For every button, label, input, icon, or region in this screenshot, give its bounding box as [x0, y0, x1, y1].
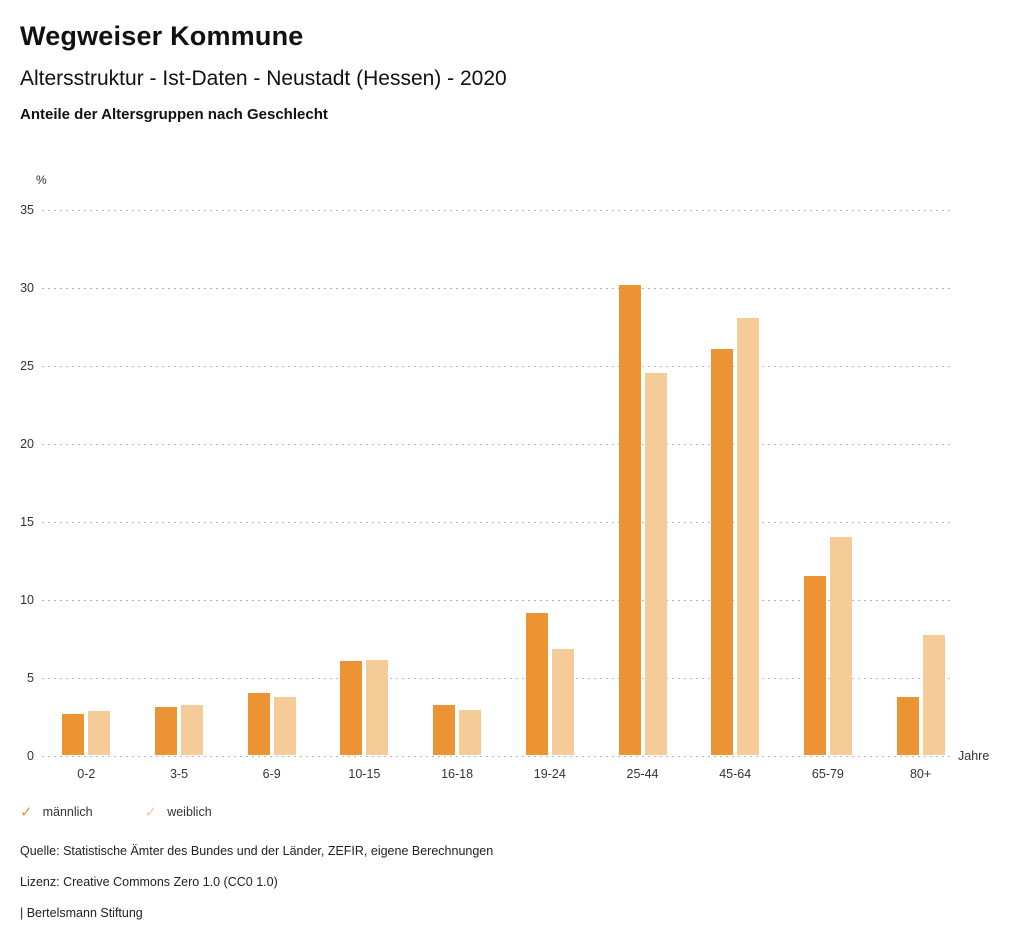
x-axis-tick-16-18: 16-18	[441, 767, 474, 781]
bar-weiblich-25-44[interactable]	[644, 372, 667, 755]
bar-weiblich-3-5[interactable]	[181, 705, 203, 755]
bar-weiblich-80+[interactable]	[922, 634, 945, 755]
y-axis-tick-0: 0	[27, 749, 34, 763]
bar-maennlich-80+[interactable]	[896, 697, 919, 755]
bar-weiblich-10-15[interactable]	[366, 659, 389, 755]
x-axis-tick-45-64: 45-64	[719, 767, 752, 781]
legend-label: männlich	[42, 805, 93, 819]
gridline-0	[42, 756, 950, 757]
legend-label: weiblich	[167, 805, 212, 819]
y-axis-tick-25: 25	[20, 359, 34, 373]
gridline-20	[42, 444, 950, 445]
attribution-note: | Bertelsmann Stiftung	[20, 906, 143, 920]
y-axis-tick-20: 20	[20, 437, 34, 451]
y-axis-tick-35: 35	[20, 203, 34, 217]
bar-weiblich-65-79[interactable]	[829, 536, 852, 755]
checkmark-icon: ✓	[144, 804, 158, 821]
gridline-10	[42, 600, 950, 601]
gridline-15	[42, 522, 950, 523]
source-note: Quelle: Statistische Ämter des Bundes un…	[20, 844, 494, 858]
legend-item-weiblich[interactable]: ✓ weiblich	[145, 803, 212, 821]
bar-weiblich-16-18[interactable]	[459, 709, 482, 755]
y-axis-tick-30: 30	[20, 281, 34, 295]
chart-legend: ✓ männlich ✓ weiblich	[20, 803, 212, 821]
bar-maennlich-3-5[interactable]	[155, 706, 177, 755]
x-axis-label: Jahre	[958, 749, 990, 763]
x-axis-tick-19-24: 19-24	[533, 767, 566, 781]
y-axis-tick-15: 15	[20, 515, 34, 529]
y-axis-tick-5: 5	[27, 671, 34, 685]
bar-weiblich-6-9[interactable]	[273, 697, 296, 755]
bar-weiblich-0-2[interactable]	[88, 711, 111, 755]
x-axis-tick-10-15: 10-15	[348, 767, 381, 781]
chart-heading: Anteile der Altersgruppen nach Geschlech…	[20, 106, 328, 123]
x-axis-tick-0-2: 0-2	[77, 767, 96, 781]
bar-maennlich-19-24[interactable]	[525, 613, 548, 755]
bar-maennlich-16-18[interactable]	[433, 705, 456, 755]
gridline-25	[42, 366, 950, 367]
bar-maennlich-6-9[interactable]	[247, 692, 270, 755]
gridline-5	[42, 678, 950, 679]
bar-maennlich-25-44[interactable]	[618, 285, 641, 755]
bar-weiblich-45-64[interactable]	[737, 318, 760, 755]
x-axis-tick-80+: 80+	[909, 767, 932, 781]
x-axis-tick-3-5: 3-5	[169, 767, 189, 781]
gridline-30	[42, 288, 950, 289]
chart-subtitle: Altersstruktur - Ist-Daten - Neustadt (H…	[20, 67, 507, 90]
bar-weiblich-19-24[interactable]	[551, 648, 574, 755]
y-axis-tick-10: 10	[20, 593, 34, 607]
checkmark-icon: ✓	[20, 804, 33, 821]
bar-maennlich-65-79[interactable]	[803, 575, 826, 755]
x-axis-tick-6-9: 6-9	[262, 767, 281, 781]
bar-maennlich-45-64[interactable]	[711, 349, 734, 755]
gridline-35	[42, 210, 950, 211]
bar-chart-plot-area: % Jahre 0 5 10 15 20 25 30 35 0-2 3-5 6-9 10-15 16-1…	[20, 173, 989, 781]
legend-item-maennlich[interactable]: ✓ männlich	[20, 803, 93, 821]
bar-maennlich-10-15[interactable]	[340, 661, 363, 755]
license-note: Lizenz: Creative Commons Zero 1.0 (CC0 1…	[20, 875, 278, 889]
bar-maennlich-0-2[interactable]	[62, 714, 85, 755]
x-axis-tick-25-44: 25-44	[626, 767, 659, 781]
x-axis-tick-65-79: 65-79	[811, 767, 844, 781]
y-axis-unit-label: %	[36, 173, 47, 187]
page-title: Wegweiser Kommune	[20, 21, 304, 51]
